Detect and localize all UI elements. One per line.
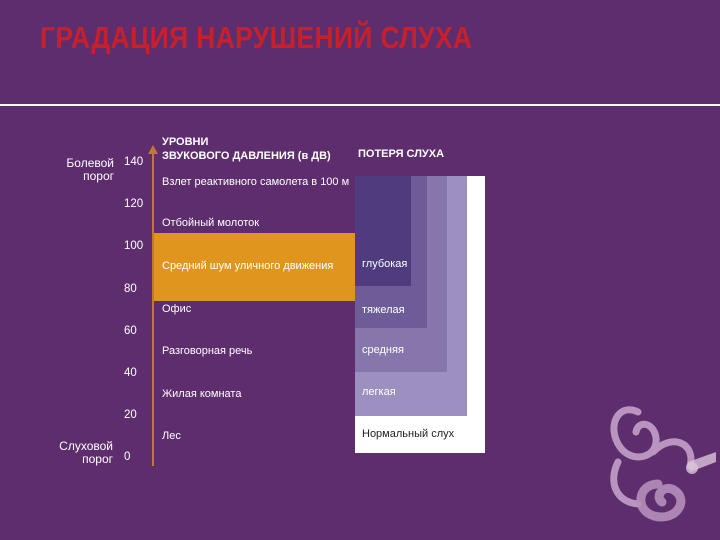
levels-header-line2: ЗВУКОВОГО ДАВЛЕНИЯ (в ДВ) [162,150,331,162]
source-jet: Взлет реактивного самолета в 100 м [162,176,350,188]
inner-ear-icon [610,406,716,522]
pain-threshold-line2: порог [83,169,114,183]
tick-80: 80 [124,283,137,295]
severity-severe: тяжелая [362,304,405,316]
source-living-room: Жилая комната [162,388,242,400]
db-axis [152,152,154,466]
source-office: Офис [162,303,192,315]
hearing-threshold-line1: Слуховой [59,439,113,453]
source-street-traffic: Средний шум уличного движения [162,260,334,272]
severity-mild: легкая [362,386,396,398]
pain-threshold-line1: Болевой [66,156,114,170]
pain-threshold-label: Болевой порог [56,157,114,183]
tick-100: 100 [124,240,144,252]
tick-20: 20 [124,409,137,421]
axis-arrow-icon [148,145,158,154]
source-forest: Лес [162,430,181,442]
tick-120: 120 [124,198,144,210]
levels-header-line1: УРОВНИ [162,136,209,148]
tick-0: 0 [124,451,131,463]
loss-header: ПОТЕРЯ СЛУХА [358,148,445,160]
page-title: ГРАДАЦИЯ НАРУШЕНИЙ СЛУХА [40,20,473,55]
tick-40: 40 [124,367,137,379]
tick-140: 140 [124,156,144,168]
levels-header: УРОВНИ ЗВУКОВОГО ДАВЛЕНИЯ (в ДВ) [162,135,331,163]
hearing-threshold-line2: порог [82,452,113,466]
profound-loss-box [355,176,411,286]
title-divider [0,104,720,106]
tick-60: 60 [124,325,137,337]
source-speech: Разговорная речь [162,345,253,357]
source-jackhammer: Отбойный молоток [162,217,260,229]
street-noise-highlight [154,233,355,301]
hearing-threshold-label: Слуховой порог [50,440,113,466]
severity-profound: глубокая [362,258,408,270]
severity-normal: Нормальный слух [362,428,455,440]
severity-moderate: средняя [362,344,404,356]
